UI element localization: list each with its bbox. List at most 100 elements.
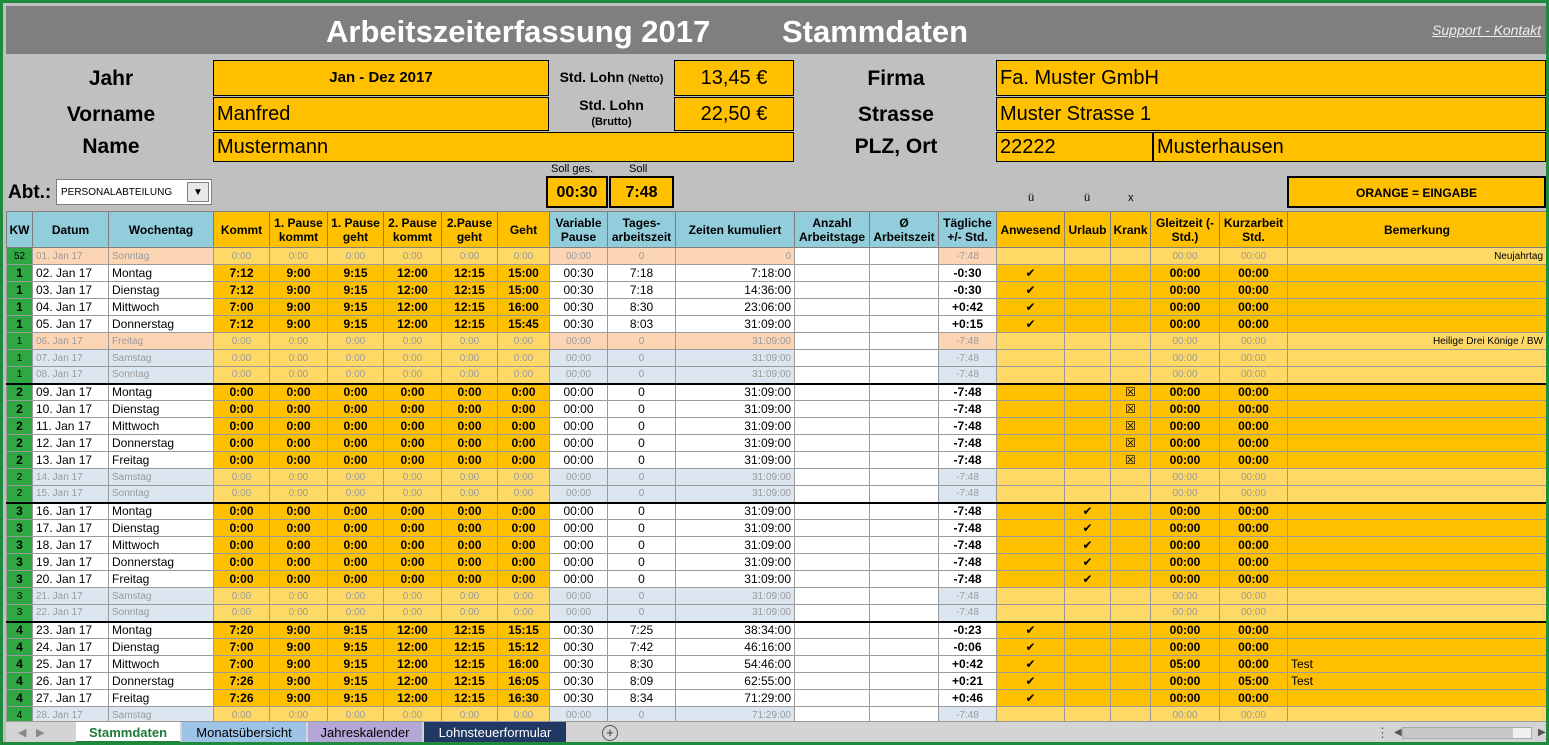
cell-p2g[interactable]: 12:15 — [441, 655, 498, 673]
cell-url[interactable] — [1064, 451, 1111, 469]
cell-geht[interactable]: 0:00 — [497, 501, 550, 520]
cell-anw[interactable]: ✔ — [996, 620, 1065, 639]
options-icon[interactable]: ⋮ — [1376, 725, 1389, 740]
cell-anw[interactable] — [996, 366, 1065, 384]
cell-bem[interactable] — [1287, 501, 1546, 520]
cell-p1k[interactable]: 0:00 — [269, 468, 328, 486]
scroll-left-icon[interactable]: ◀ — [18, 727, 27, 739]
cell-p2g[interactable]: 0:00 — [441, 587, 498, 605]
cell-gl[interactable]: 00:00 — [1150, 349, 1220, 367]
cell-p2g[interactable]: 12:15 — [441, 620, 498, 639]
cell-anw[interactable]: ✔ — [996, 672, 1065, 690]
cell-kr[interactable] — [1110, 655, 1151, 673]
cell-gl[interactable]: 00:00 — [1150, 366, 1220, 384]
cell-kommt[interactable]: 0:00 — [213, 553, 270, 571]
lohn-netto-field[interactable]: 13,45 € — [674, 60, 794, 96]
cell-kommt[interactable]: 0:00 — [213, 349, 270, 367]
cell-ku[interactable]: 00:00 — [1219, 382, 1288, 401]
cell-ku[interactable]: 00:00 — [1219, 247, 1288, 265]
cell-p2g[interactable]: 0:00 — [441, 553, 498, 571]
hscroll-right-icon[interactable]: ▶ — [1538, 727, 1546, 738]
cell-p2k[interactable]: 12:00 — [383, 315, 442, 333]
cell-p1k[interactable]: 0:00 — [269, 434, 328, 452]
cell-p2k[interactable]: 0:00 — [383, 485, 442, 503]
cell-p2g[interactable]: 12:15 — [441, 281, 498, 299]
cell-p2k[interactable]: 0:00 — [383, 349, 442, 367]
cell-p1k[interactable]: 9:00 — [269, 638, 328, 656]
cell-kommt[interactable]: 7:00 — [213, 655, 270, 673]
cell-p1k[interactable]: 9:00 — [269, 620, 328, 639]
cell-p2g[interactable]: 0:00 — [441, 501, 498, 520]
cell-ku[interactable]: 00:00 — [1219, 315, 1288, 333]
cell-p2k[interactable]: 12:00 — [383, 655, 442, 673]
cell-p1g[interactable]: 0:00 — [327, 434, 384, 452]
cell-p2k[interactable]: 12:00 — [383, 689, 442, 707]
cell-p1g[interactable]: 9:15 — [327, 298, 384, 316]
cell-p1k[interactable]: 9:00 — [269, 655, 328, 673]
cell-p1g[interactable]: 0:00 — [327, 400, 384, 418]
cell-gl[interactable]: 00:00 — [1150, 689, 1220, 707]
cell-gl[interactable]: 00:00 — [1150, 604, 1220, 622]
cell-url[interactable] — [1064, 281, 1111, 299]
cell-ku[interactable]: 00:00 — [1219, 332, 1288, 350]
cell-ku[interactable]: 05:00 — [1219, 672, 1288, 690]
cell-bem[interactable]: Test — [1287, 655, 1546, 673]
cell-gl[interactable]: 00:00 — [1150, 587, 1220, 605]
cell-p1g[interactable]: 0:00 — [327, 366, 384, 384]
cell-kr[interactable] — [1110, 587, 1151, 605]
cell-bem[interactable] — [1287, 553, 1546, 571]
cell-p1g[interactable]: 0:00 — [327, 247, 384, 265]
cell-geht[interactable]: 15:45 — [497, 315, 550, 333]
cell-url[interactable] — [1064, 332, 1111, 350]
cell-p2g[interactable]: 0:00 — [441, 332, 498, 350]
cell-p2g[interactable]: 0:00 — [441, 604, 498, 622]
ort-field[interactable]: Musterhausen — [1153, 132, 1546, 162]
cell-kommt[interactable]: 0:00 — [213, 485, 270, 503]
cell-gl[interactable]: 00:00 — [1150, 570, 1220, 588]
cell-kommt[interactable]: 7:12 — [213, 264, 270, 282]
cell-url[interactable] — [1064, 400, 1111, 418]
cell-p1g[interactable]: 9:15 — [327, 281, 384, 299]
cell-bem[interactable] — [1287, 366, 1546, 384]
cell-anw[interactable]: ✔ — [996, 281, 1065, 299]
cell-p1k[interactable]: 0:00 — [269, 417, 328, 435]
cell-ku[interactable]: 00:00 — [1219, 366, 1288, 384]
cell-p2k[interactable]: 0:00 — [383, 451, 442, 469]
cell-bem[interactable] — [1287, 587, 1546, 605]
cell-bem[interactable] — [1287, 485, 1546, 503]
cell-kr[interactable] — [1110, 349, 1151, 367]
cell-p1g[interactable]: 0:00 — [327, 501, 384, 520]
cell-ku[interactable]: 00:00 — [1219, 451, 1288, 469]
cell-bem[interactable]: Test — [1287, 672, 1546, 690]
cell-anw[interactable] — [996, 519, 1065, 537]
cell-p1k[interactable]: 0:00 — [269, 587, 328, 605]
cell-kommt[interactable]: 0:00 — [213, 536, 270, 554]
cell-geht[interactable]: 0:00 — [497, 570, 550, 588]
cell-url[interactable] — [1064, 298, 1111, 316]
cell-geht[interactable]: 15:15 — [497, 620, 550, 639]
cell-ku[interactable]: 00:00 — [1219, 570, 1288, 588]
support-contact-link[interactable]: Support - Kontakt — [1432, 22, 1541, 38]
cell-gl[interactable]: 00:00 — [1150, 468, 1220, 486]
cell-geht[interactable]: 0:00 — [497, 332, 550, 350]
cell-anw[interactable] — [996, 247, 1065, 265]
cell-p1g[interactable]: 0:00 — [327, 417, 384, 435]
cell-p1g[interactable]: 0:00 — [327, 519, 384, 537]
cell-gl[interactable]: 00:00 — [1150, 281, 1220, 299]
cell-kommt[interactable]: 0:00 — [213, 468, 270, 486]
scrollbar-thumb[interactable] — [1403, 728, 1513, 738]
cell-p2k[interactable]: 12:00 — [383, 638, 442, 656]
cell-anw[interactable] — [996, 485, 1065, 503]
cell-p1g[interactable]: 0:00 — [327, 706, 384, 721]
cell-kommt[interactable]: 0:00 — [213, 247, 270, 265]
chevron-down-icon[interactable]: ▼ — [187, 182, 209, 202]
cell-url[interactable] — [1064, 604, 1111, 622]
cell-bem[interactable] — [1287, 638, 1546, 656]
cell-kr[interactable]: ☒ — [1110, 417, 1151, 435]
cell-bem[interactable] — [1287, 536, 1546, 554]
cell-anw[interactable] — [996, 536, 1065, 554]
cell-gl[interactable]: 05:00 — [1150, 655, 1220, 673]
cell-url[interactable] — [1064, 468, 1111, 486]
cell-kr[interactable]: ☒ — [1110, 400, 1151, 418]
cell-gl[interactable]: 00:00 — [1150, 264, 1220, 282]
